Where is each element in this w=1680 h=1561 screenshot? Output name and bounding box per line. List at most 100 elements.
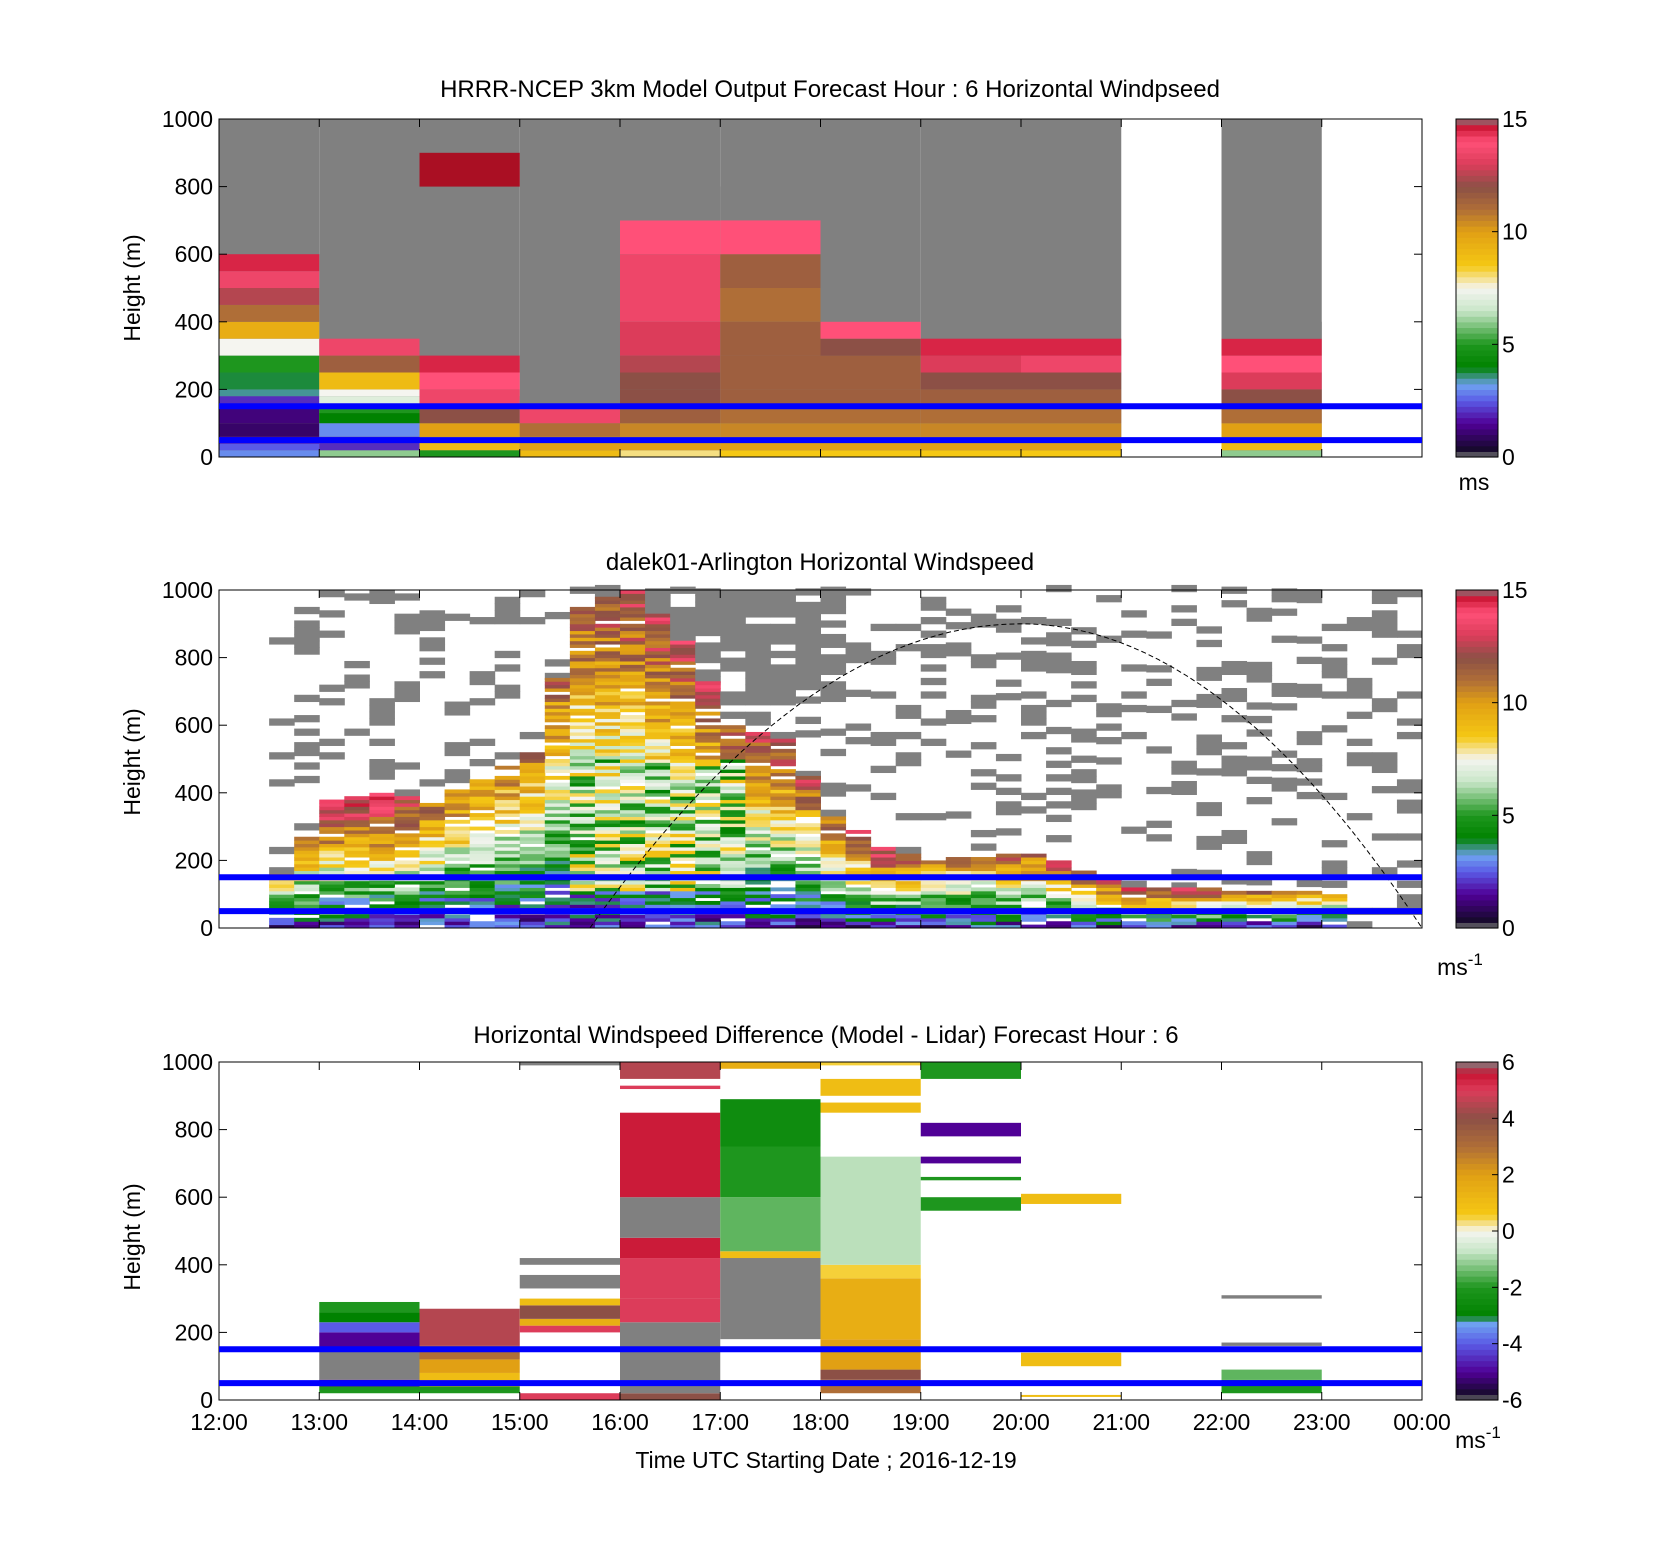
colorbar-segment [1456, 911, 1498, 918]
lidar-missing-cell [1396, 630, 1423, 638]
lidar-cell [645, 786, 671, 790]
lidar-cell [770, 782, 796, 787]
lidar-missing-cell [845, 723, 872, 731]
lidar-cell [344, 870, 370, 875]
lidar-cell [745, 897, 771, 902]
lidar-cell [645, 701, 671, 706]
lidar-cell [670, 708, 696, 713]
difference-cell [419, 1386, 520, 1394]
lidar-cell [594, 897, 621, 902]
model-cell [720, 254, 821, 288]
lidar-cell [319, 809, 345, 814]
lidar-missing-cell [745, 610, 771, 618]
lidar-cell [670, 711, 696, 716]
lidar-missing-cell [1196, 666, 1222, 675]
lidar-cell [444, 857, 471, 861]
colorbar-segment [1456, 792, 1498, 800]
lidar-missing-cell [469, 738, 496, 746]
lidar-cell [620, 694, 646, 699]
lidar-cell [670, 809, 696, 814]
model-cell [1221, 355, 1322, 373]
lidar-missing-cell [1321, 623, 1348, 632]
lidar-missing-cell [1371, 765, 1398, 774]
lidar-cell [544, 863, 571, 868]
lidar-cell [294, 887, 320, 892]
lidar-cell [1146, 890, 1172, 895]
lidar-cell [1221, 924, 1248, 929]
lidar-cell [419, 843, 446, 848]
lidar-cell [444, 843, 471, 848]
lidar-missing-cell [1096, 784, 1122, 792]
colorbar-segment [1456, 759, 1498, 766]
lidar-cell [670, 677, 696, 682]
panel-3-colorbar-unit: ms-1 [1455, 1423, 1501, 1453]
lidar-cell [494, 813, 521, 817]
lidar-missing-cell [1146, 705, 1172, 714]
lidar-cell [745, 840, 771, 844]
lidar-cell [645, 647, 671, 652]
lidar-cell [995, 884, 1022, 888]
lidar-cell [770, 870, 796, 875]
lidar-cell [494, 897, 521, 902]
lidar-missing-cell [845, 588, 872, 596]
lidar-missing-cell [1221, 769, 1248, 777]
lidar-cell [494, 857, 521, 861]
lidar-cell [544, 802, 571, 807]
lidar-cell [319, 890, 345, 895]
lidar-cell [594, 779, 621, 784]
colorbar-segment [1456, 338, 1498, 345]
lidar-cell [695, 786, 721, 790]
lidar-cell [394, 806, 420, 811]
lidar-missing-cell [319, 610, 345, 618]
lidar-cell [469, 843, 496, 848]
lidar-cell [369, 880, 395, 885]
lidar-cell [569, 826, 596, 831]
lidar-missing-cell [1396, 900, 1423, 909]
lidar-cell [770, 863, 796, 868]
lidar-missing-cell [419, 623, 446, 632]
lidar-cell [569, 870, 596, 875]
difference-cell [319, 1332, 420, 1350]
lidar-missing-cell [394, 593, 420, 601]
lidar-missing-cell [1371, 698, 1398, 706]
lidar-cell [670, 897, 696, 902]
lidar-cell [494, 823, 521, 828]
lidar-cell [444, 789, 471, 794]
lidar-missing-cell [945, 622, 972, 630]
lidar-cell [745, 775, 771, 780]
lidar-cell [544, 853, 571, 858]
lidar-cell [845, 840, 872, 844]
lidar-cell [620, 772, 646, 777]
lidar-missing-cell [1396, 650, 1423, 659]
lidar-cell [770, 769, 796, 774]
colorbar-segment [1456, 775, 1498, 783]
lidar-missing-cell [1046, 835, 1072, 843]
lidar-cell [620, 840, 646, 844]
lidar-cell [920, 870, 947, 875]
lidar-cell [494, 779, 521, 784]
lidar-cell [569, 755, 596, 760]
lidar-cell [620, 890, 646, 895]
lidar-cell [344, 823, 370, 828]
lidar-missing-cell [1046, 814, 1072, 823]
lidar-cell [720, 884, 746, 888]
lidar-cell [745, 860, 771, 865]
lidar-cell [594, 701, 621, 706]
y-tick-label: 800 [175, 1117, 213, 1143]
lidar-missing-cell [1371, 590, 1398, 598]
lidar-cell [820, 904, 847, 909]
difference-cell [720, 1251, 821, 1259]
lidar-missing-cell [444, 701, 471, 709]
model-cell [1221, 406, 1322, 424]
lidar-cell [594, 617, 621, 621]
lidar-cell [594, 681, 621, 686]
colorbar-segment [1456, 1067, 1498, 1074]
lidar-cell [594, 826, 621, 831]
lidar-cell [494, 921, 521, 926]
model-cell [1221, 389, 1322, 407]
lidar-cell [695, 802, 721, 807]
lidar-cell [645, 650, 671, 655]
lidar-cell [720, 789, 746, 794]
lidar-cell [344, 816, 370, 821]
lidar-missing-cell [1371, 867, 1398, 875]
